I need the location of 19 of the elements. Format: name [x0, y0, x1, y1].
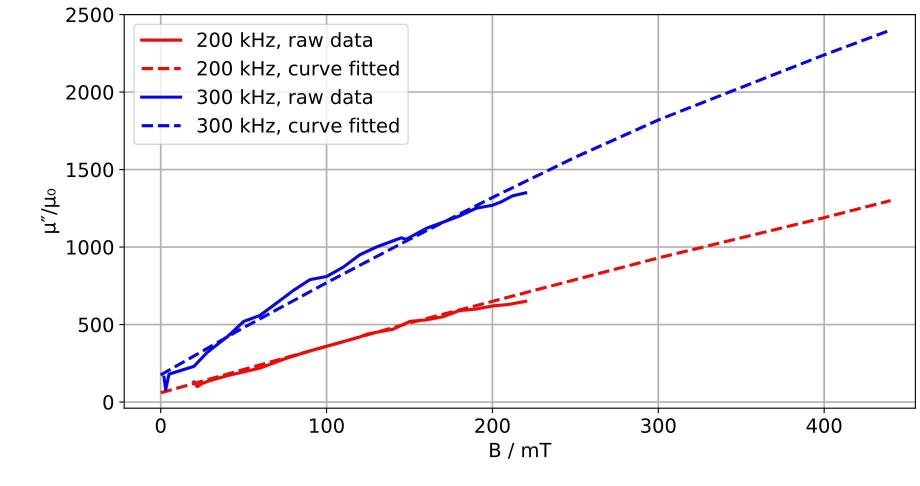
line-series — [159, 199, 892, 394]
x-tick-label: 0 — [156, 418, 166, 434]
x-tick-label: 400 — [806, 418, 842, 434]
y-tick-label: 500 — [78, 318, 114, 332]
y-tick-label: 2500 — [66, 8, 114, 22]
legend-label: 200 kHz, raw data — [198, 32, 372, 50]
line-series — [192, 300, 528, 388]
legend-label: 300 kHz, raw data — [198, 89, 372, 106]
x-tick-label: 100 — [310, 418, 344, 434]
y-axis-title: μ″/μ₀ — [41, 188, 60, 233]
x-tick-label: 200 — [475, 418, 510, 434]
legend-label: 200 kHz, curve fitted — [198, 60, 399, 78]
y-tick-label: 1000 — [67, 240, 114, 255]
y-tick-label: 2000 — [66, 85, 114, 100]
x-axis-title: B / mT — [490, 442, 552, 459]
y-tick-label: 0 — [103, 394, 114, 410]
legend-label: 300 kHz, curve fitted — [198, 118, 399, 135]
x-tick-label: 300 — [641, 418, 676, 434]
y-tick-label: 1500 — [67, 162, 114, 178]
